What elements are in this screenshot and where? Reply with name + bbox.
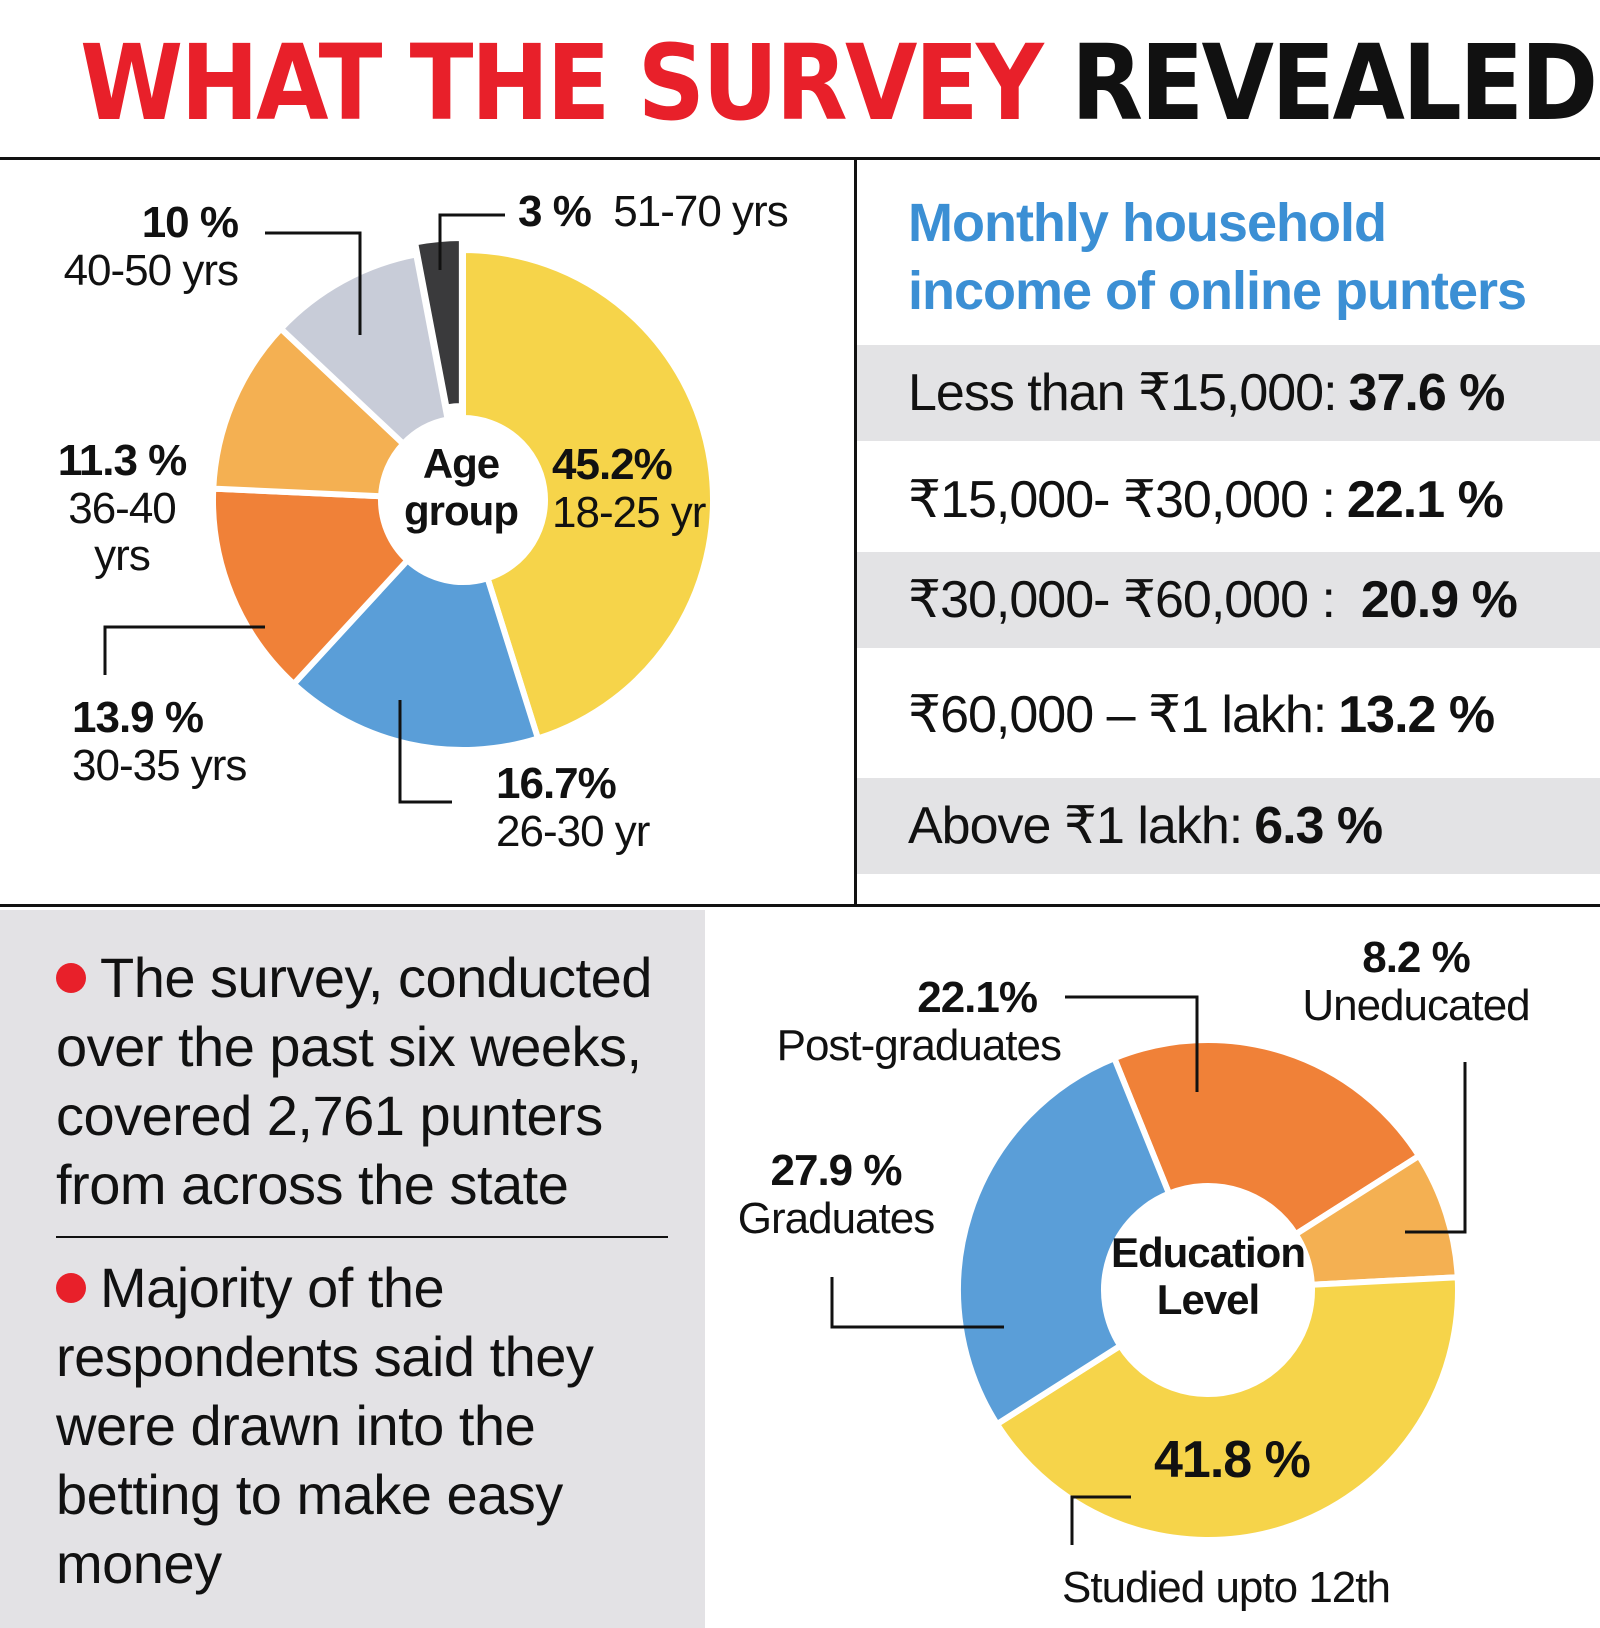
age-slice-26-30-yr	[290, 557, 541, 753]
edu-label-uneducated: 8.2 % Uneducated	[1290, 934, 1542, 1029]
age-pct-40-50: 10 %	[141, 198, 239, 247]
edu-label-12th-cat: Studied upto 12th	[1062, 1563, 1391, 1612]
income-row: ₹30,000- ₹60,000 : 20.9 %	[857, 552, 1600, 648]
edu-slice-studied-upto-12th	[994, 1274, 1461, 1543]
income-row-value: 22.1 %	[1346, 471, 1504, 529]
edu-slice-post-graduates	[1111, 1037, 1422, 1238]
edu-label-post-graduates: 22.1% Post-graduates	[745, 973, 1062, 1070]
headline: WHAT THE SURVEY REVEALED	[80, 22, 1598, 144]
income-row: Above ₹1 lakh: 6.3 %	[857, 778, 1600, 874]
income-row-label: Less than ₹15,000:	[908, 364, 1338, 422]
age-pct-51-70: 3 %	[518, 187, 592, 236]
headline-black: REVEALED	[1070, 22, 1598, 144]
age-label-26-30: 16.7% 26-30 yr	[496, 759, 650, 856]
note-2-text: Majority of the respondents said they we…	[56, 1256, 594, 1595]
income-row-label: ₹30,000- ₹60,000 :	[908, 571, 1336, 629]
age-slice-51-70-yrs	[412, 235, 465, 411]
edu-slice-graduates	[955, 1055, 1173, 1428]
income-title-line1: Monthly household	[908, 193, 1387, 253]
age-leader-26-30	[398, 700, 452, 804]
edu-label-12th-pct: 41.8 %	[1154, 1431, 1311, 1489]
edu-pct-post-graduates: 22.1%	[917, 973, 1038, 1022]
edu-cat-12th: Studied upto 12th	[1062, 1563, 1391, 1612]
age-cat-26-30: 26-30 yr	[496, 806, 650, 856]
income-row: ₹60,000 – ₹1 lakh: 13.2 %	[857, 667, 1600, 763]
age-leader-51-70	[438, 213, 505, 270]
income-row-value: 37.6 %	[1348, 364, 1506, 422]
age-label-18-25: 45.2% 18-25 yr	[552, 440, 706, 537]
age-cat-36-40-line2: yrs	[94, 531, 151, 581]
income-row: Less than ₹15,000: 37.6 %	[857, 345, 1600, 441]
age-leader-40-50	[265, 231, 362, 335]
edu-cat-post-graduates: Post-graduates	[776, 1020, 1062, 1070]
age-slice-40-50-yrs	[277, 251, 451, 447]
note-1-text: The survey, conducted over the past six …	[56, 946, 652, 1216]
age-center-line1: Age	[422, 440, 500, 487]
income-title-line2: income of online punters	[908, 260, 1527, 321]
top-rule	[0, 157, 1600, 160]
bullet-dot-icon	[56, 963, 86, 993]
age-slice-30-35-yrs	[210, 485, 411, 687]
age-pie-chart	[103, 213, 716, 804]
age-label-51-70: 3 % 51-70 yrs	[518, 187, 789, 236]
edu-leader-graduates	[830, 1277, 1004, 1329]
edu-center-line1: Education	[1110, 1229, 1306, 1276]
notes-divider	[56, 1236, 668, 1238]
edu-center-label: Education Level	[1098, 1229, 1318, 1323]
income-row-label: ₹60,000 – ₹1 lakh:	[908, 686, 1327, 744]
age-cat-40-50: 40-50 yrs	[63, 245, 239, 295]
age-center-line2: group	[404, 487, 519, 535]
age-center-label: Age group	[381, 440, 541, 534]
age-leader-30-35	[103, 625, 265, 675]
age-pct-18-25: 45.2%	[552, 440, 673, 489]
income-row-value: 20.9 %	[1360, 571, 1518, 629]
edu-pct-12th: 41.8 %	[1154, 1431, 1311, 1489]
edu-leader-12th	[1070, 1495, 1131, 1545]
income-row-label: Above ₹1 lakh:	[908, 797, 1243, 855]
age-slice-36-40-yrs	[210, 325, 407, 500]
income-title: Monthly household income of online punte…	[908, 190, 1527, 325]
age-cat-51-70: 51-70 yrs	[613, 187, 788, 236]
income-row-label: ₹15,000- ₹30,000 :	[908, 471, 1336, 529]
age-cat-30-35: 30-35 yrs	[72, 740, 247, 790]
age-cat-36-40-line1: 36-40	[68, 483, 177, 533]
edu-center-line2: Level	[1156, 1276, 1260, 1324]
headline-red: WHAT THE SURVEY	[80, 22, 1044, 144]
age-label-40-50: 10 % 40-50 yrs	[58, 198, 239, 295]
middle-rule	[0, 904, 1600, 907]
edu-leader-uneducated	[1405, 1062, 1467, 1234]
edu-label-graduates: 27.9 % Graduates	[726, 1147, 946, 1242]
age-label-36-40: 11.3 % 36-40 yrs	[52, 437, 192, 580]
income-row-value: 13.2 %	[1338, 686, 1495, 744]
age-slice-18-25-yr	[460, 247, 716, 742]
note-1: The survey, conducted over the past six …	[56, 943, 668, 1219]
income-row: ₹15,000- ₹30,000 : 22.1 %	[857, 452, 1600, 548]
edu-cat-uneducated: Uneducated	[1302, 980, 1530, 1030]
edu-pct-uneducated: 8.2 %	[1362, 933, 1471, 982]
age-label-30-35: 13.9 % 30-35 yrs	[72, 693, 247, 790]
education-pie-chart	[830, 995, 1467, 1545]
middle-divider	[854, 159, 857, 905]
age-cat-18-25: 18-25 yr	[552, 487, 706, 537]
edu-leader-post-graduates	[1065, 995, 1199, 1092]
edu-cat-graduates: Graduates	[737, 1193, 935, 1243]
age-pct-36-40: 11.3 %	[57, 436, 188, 485]
age-pct-26-30: 16.7%	[496, 759, 617, 808]
age-pct-30-35: 13.9 %	[72, 693, 204, 742]
bullet-dot-icon	[56, 1273, 86, 1303]
income-row-value: 6.3 %	[1254, 797, 1383, 855]
notes-panel	[0, 910, 705, 1628]
edu-pct-graduates: 27.9 %	[770, 1146, 903, 1195]
note-2: Majority of the respondents said they we…	[56, 1253, 668, 1598]
